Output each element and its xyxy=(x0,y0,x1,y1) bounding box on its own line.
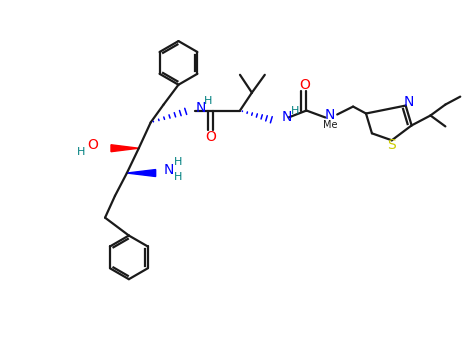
Text: Me: Me xyxy=(323,120,337,130)
Text: O: O xyxy=(299,78,310,92)
Text: H: H xyxy=(77,147,85,157)
Text: S: S xyxy=(387,138,396,152)
Text: O: O xyxy=(205,130,216,144)
Text: H: H xyxy=(174,172,182,182)
Text: N: N xyxy=(404,95,414,109)
Text: N: N xyxy=(282,110,292,125)
Text: N: N xyxy=(195,101,206,115)
Text: H: H xyxy=(174,157,182,167)
Polygon shape xyxy=(127,170,156,177)
Text: H: H xyxy=(204,96,213,105)
Text: H: H xyxy=(290,105,299,115)
Text: O: O xyxy=(87,138,98,152)
Polygon shape xyxy=(111,145,139,152)
Text: N: N xyxy=(325,108,336,122)
Text: N: N xyxy=(164,163,174,177)
